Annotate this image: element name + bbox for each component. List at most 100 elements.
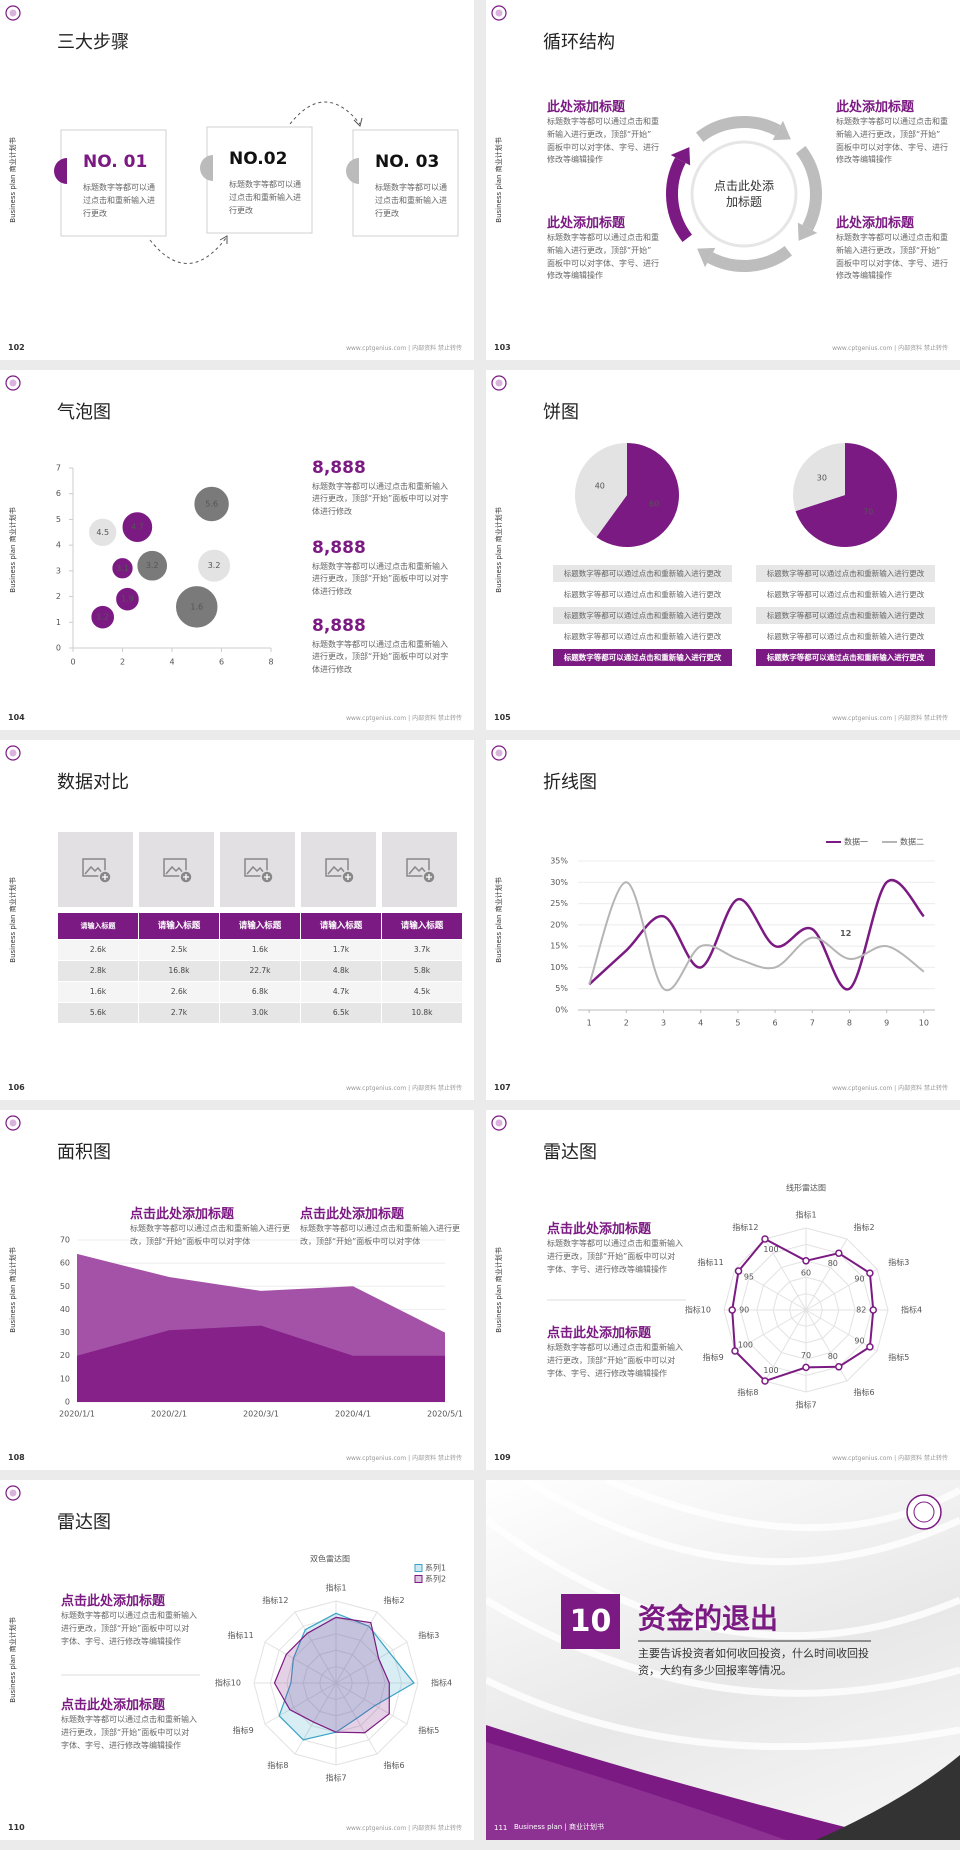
side-label: Business plan 商业计划书	[495, 137, 503, 223]
radar-point	[802, 1363, 810, 1372]
connector	[289, 101, 361, 125]
side-label: Business plan 商业计划书	[9, 877, 17, 963]
radar-axis-label: 指标1	[795, 1210, 816, 1220]
image-icon	[183, 874, 189, 880]
side-label: Business plan 商业计划书	[495, 507, 503, 593]
step-box	[352, 129, 459, 237]
side-label: Business plan 商业计划书	[9, 137, 17, 223]
dark-wave	[816, 1755, 960, 1840]
x-tick-label: 0	[70, 658, 75, 667]
page-number: 106	[8, 1083, 25, 1092]
line-series	[588, 878, 925, 991]
image-icon	[246, 865, 266, 875]
bubble	[197, 548, 232, 583]
radar-spoke	[734, 1309, 807, 1352]
background-curve	[486, 1597, 960, 1697]
radar-axis-label: 指标10	[685, 1305, 711, 1315]
y-tick-label: 6	[56, 489, 61, 498]
radar-axis-label: 指标11	[228, 1630, 254, 1640]
image-icon	[406, 858, 430, 877]
pie-slice	[793, 443, 845, 512]
step-box	[206, 126, 313, 234]
radar-axis-label: 指标1	[325, 1583, 346, 1593]
slide-graphics	[5, 5, 459, 264]
chart-title: 双色雷达图	[310, 1554, 350, 1564]
radar-point	[728, 1306, 736, 1314]
block-title: 点击此处添加标题	[300, 1207, 405, 1222]
table-cell: 16.8k	[139, 961, 219, 981]
pie-row: 标题数字等都可以通过点击和重新输入进行更改	[563, 590, 722, 599]
slide: 60 40 70 30 Business plan 商业计划书 105 www.cptgen…	[486, 370, 960, 730]
radar-axis-label: 指标3	[888, 1257, 909, 1267]
pie-label: 30	[817, 474, 827, 483]
x-tick-label: 2020/2/1	[151, 1410, 187, 1419]
table-cell: 4.7k	[301, 982, 381, 1002]
pie-row: 标题数字等都可以通过点击和重新输入进行更改	[553, 607, 732, 624]
connector	[149, 237, 227, 264]
cycle-arrowhead	[772, 120, 791, 141]
bubble	[193, 485, 230, 523]
pie-label: 60	[649, 499, 659, 508]
slide-title: 气泡图	[57, 402, 111, 423]
radar-spoke	[764, 1238, 807, 1311]
table-cell: 6.5k	[301, 1003, 381, 1023]
table-cell: 1.7k	[301, 940, 381, 960]
section-text: 主要告诉投资者如何收回投资，什么时间收回投资，大约有多少回报率等情况。	[638, 1647, 869, 1677]
radar-value-label: 100	[738, 1341, 753, 1350]
image-icon	[102, 874, 108, 880]
image-icon	[84, 865, 104, 875]
slide: 0% 5% 10% 15% 20% 25% 30% 35% 1 2 3 4 5 6 7 8 9 10 数据一 数据二 1…	[486, 740, 960, 1100]
x-tick-label: 2020/1/1	[59, 1410, 95, 1419]
image-icon	[426, 874, 432, 880]
side-label: Business plan 商业计划书	[495, 877, 503, 963]
logo	[491, 375, 507, 391]
radar-axis-label: 指标12	[262, 1595, 288, 1605]
slide-graphics: 0 10 20 30 40 50 60 70 2020/1/1 2020/2/1 2020/3/1 2…	[5, 1115, 463, 1419]
side-label: Business plan 商业计划书	[9, 507, 17, 593]
block-title: 点击此处添加标题	[61, 1594, 166, 1609]
slide-title: 雷达图	[543, 1142, 597, 1163]
table-header-cell: 请输入标题	[220, 913, 300, 939]
table-header-cell: 请输入标题	[301, 913, 381, 939]
cycle-arrowhead	[697, 247, 716, 268]
logo	[491, 745, 507, 761]
x-tick-label: 2020/4/1	[335, 1410, 371, 1419]
slide-title: 循环结构	[543, 32, 615, 53]
y-tick-label: 40	[60, 1305, 70, 1314]
radar-axis-label: 指标6	[854, 1387, 875, 1397]
background-curve	[486, 1676, 960, 1751]
logo-inner	[9, 749, 17, 757]
table-cell: 3.0k	[220, 1003, 300, 1023]
radar-point	[866, 1343, 874, 1351]
chart-title: 线形雷达图	[786, 1183, 826, 1193]
block-text: 标题数字等都可以通过点击和重新输入进行更改，顶部“开始”面板中可以对字体、字号、…	[61, 1611, 197, 1646]
number-box	[561, 1594, 620, 1649]
table-cell: 2.6k	[139, 982, 219, 1002]
image-icon	[264, 874, 270, 880]
y-tick-label: 0	[56, 644, 61, 653]
y-tick-label: 10	[60, 1374, 70, 1383]
table-cell: 2.5k	[139, 940, 219, 960]
radar-axis-label: 指标5	[418, 1725, 439, 1735]
pie-label: 40	[595, 482, 605, 491]
cycle-arrow	[666, 157, 693, 243]
y-tick-label: 2	[56, 592, 61, 601]
pie-slice	[795, 443, 898, 547]
table-header-cell: 请输入标题	[58, 913, 138, 939]
x-tick-label: 8	[847, 1019, 852, 1028]
logo-inner	[495, 749, 503, 757]
x-tick-label: 5	[735, 1019, 740, 1028]
footer: www.cptgenius.com | 内部资料 禁止转传	[832, 1455, 948, 1462]
slide-title: 面积图	[57, 1142, 111, 1163]
bubble	[136, 549, 169, 582]
cycle-arrow	[707, 245, 793, 272]
bubble	[111, 557, 134, 580]
radar-point	[734, 1267, 743, 1275]
pie-row: 标题数字等都可以通过点击和重新输入进行更改	[766, 632, 925, 641]
page-number: 111	[494, 1824, 508, 1832]
side-label: Business plan 商业计划书	[495, 1247, 503, 1333]
bubble	[88, 517, 118, 547]
x-tick-label: 9	[884, 1019, 889, 1028]
